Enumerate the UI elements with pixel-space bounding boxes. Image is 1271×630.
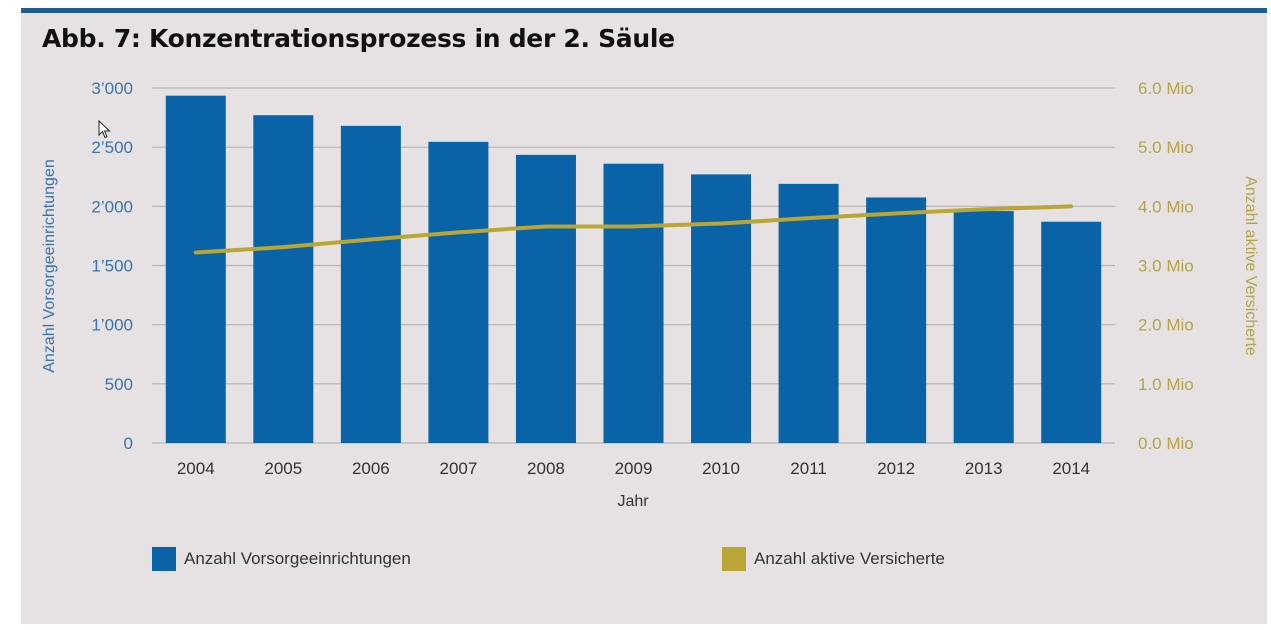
y-left-tick-label: 1’000	[91, 316, 133, 335]
x-tick-label: 2014	[1052, 459, 1090, 478]
y-left-tick-label: 2’500	[91, 138, 133, 157]
y-right-tick-label: 4.0 Mio	[1138, 197, 1194, 216]
chart-title: Abb. 7: Konzentrationsprozess in der 2. …	[42, 24, 675, 53]
legend-swatch-line	[722, 547, 746, 571]
x-tick-label: 2009	[615, 459, 653, 478]
y-right-tick-label: 5.0 Mio	[1138, 138, 1194, 157]
mouse-cursor-icon	[98, 120, 111, 139]
x-tick-label: 2013	[965, 459, 1003, 478]
y-right-tick-label: 1.0 Mio	[1138, 375, 1194, 394]
y-left-tick-label: 500	[105, 375, 133, 394]
y-right-tick-label: 3.0 Mio	[1138, 257, 1194, 276]
top-accent-bar	[21, 8, 1267, 13]
y-left-tick-label: 3’000	[91, 79, 133, 98]
bar-series	[165, 95, 1102, 444]
legend-swatch-bars	[152, 547, 176, 571]
x-tick-label: 2008	[527, 459, 565, 478]
y-right-tick-label: 0.0 Mio	[1138, 434, 1194, 453]
bar-2010	[691, 174, 752, 443]
bar-2007	[428, 141, 489, 443]
bar-2013	[953, 211, 1014, 443]
y-axis-left-label: Anzahl Vorsorgeeinrichtungen	[41, 159, 58, 372]
bar-2011	[778, 183, 839, 443]
bar-2005	[253, 115, 314, 443]
legend-item-line: Anzahl aktive Versicherte	[722, 547, 945, 571]
y-right-tick-label: 6.0 Mio	[1138, 79, 1194, 98]
x-tick-label: 2006	[352, 459, 390, 478]
bar-2012	[866, 197, 927, 443]
legend-label-bars: Anzahl Vorsorgeeinrichtungen	[184, 549, 411, 568]
axis-tick-labels: 0 500 1’000 1’500 2’000 2’500 3’000 0.0 Mio 1.0 …	[91, 79, 1193, 478]
bar-2014	[1041, 221, 1102, 443]
y-left-tick-label: 2’000	[91, 197, 133, 216]
x-tick-label: 2004	[177, 459, 215, 478]
x-tick-label: 2012	[877, 459, 915, 478]
x-tick-label: 2010	[702, 459, 740, 478]
bar-2008	[515, 154, 576, 443]
bar-2004	[165, 95, 226, 444]
bar-2006	[340, 125, 401, 443]
x-tick-label: 2007	[439, 459, 477, 478]
bar-2009	[603, 163, 664, 443]
y-left-tick-label: 0	[124, 434, 133, 453]
legend-label-line: Anzahl aktive Versicherte	[754, 549, 945, 568]
y-right-tick-label: 2.0 Mio	[1138, 316, 1194, 335]
x-axis-label: Jahr	[617, 493, 649, 510]
x-tick-label: 2011	[790, 459, 827, 478]
x-tick-label: 2005	[264, 459, 302, 478]
legend-item-bars: Anzahl Vorsorgeeinrichtungen	[152, 547, 411, 571]
y-left-tick-label: 1’500	[91, 257, 133, 276]
line-series	[193, 204, 1074, 255]
y-axis-right-label: Anzahl aktive Versicherte	[1242, 176, 1259, 356]
